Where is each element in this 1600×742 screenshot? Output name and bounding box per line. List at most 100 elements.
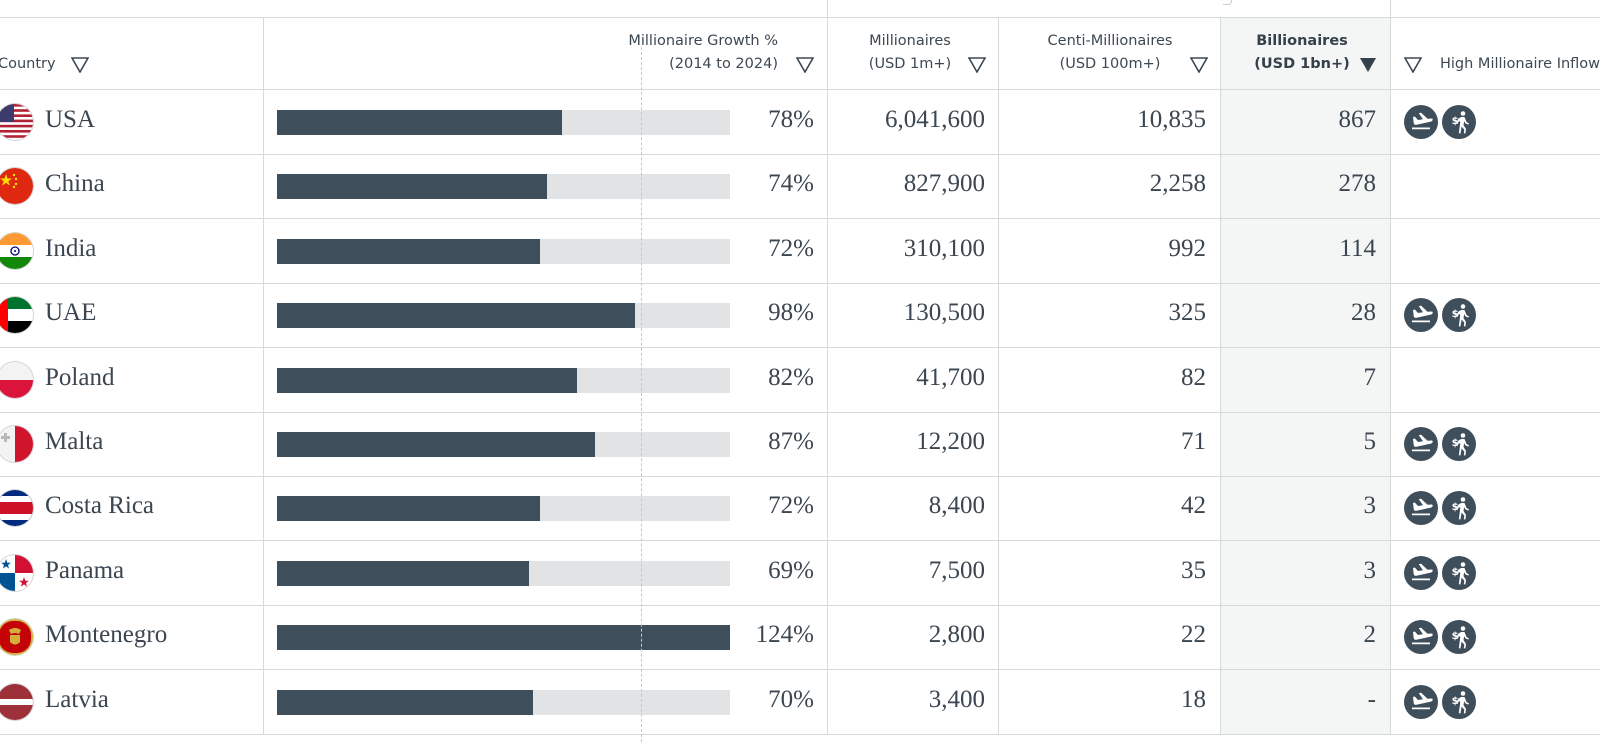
row-divider xyxy=(0,476,1600,477)
country-name: USA xyxy=(45,106,96,133)
svg-text:$: $ xyxy=(1452,438,1459,449)
growth-bar xyxy=(277,368,577,393)
table-row[interactable]: India 72% 310,100 992 114 xyxy=(0,219,1600,284)
svg-text:$: $ xyxy=(1452,567,1459,578)
growth-bar xyxy=(277,110,562,135)
millionaires-value: 8,400 xyxy=(928,492,985,519)
growth-bar xyxy=(277,625,730,650)
usa-flag-icon xyxy=(0,104,33,140)
svg-text:$: $ xyxy=(1452,631,1459,642)
table-row[interactable]: Latvia 70% 3,400 18 - $ xyxy=(0,670,1600,735)
inflows-icons: $ xyxy=(1404,556,1480,590)
table-row[interactable]: Poland 82% 41,700 82 7 xyxy=(0,348,1600,413)
header-millionaires-line1[interactable]: Millionaires xyxy=(869,33,951,49)
header-growth-line1[interactable]: Millionaire Growth % xyxy=(628,33,778,49)
table-row[interactable]: USA 78% 6,041,600 10,835 867 $ xyxy=(0,90,1600,155)
row-divider xyxy=(0,283,1600,284)
billionaires-value: 867 xyxy=(1338,106,1377,133)
growth-value: 124% xyxy=(755,621,814,648)
billionaires-value: 28 xyxy=(1351,299,1376,326)
growth-bar xyxy=(277,432,595,457)
row-divider xyxy=(0,218,1600,219)
growth-value: 82% xyxy=(768,364,814,391)
plane-landing-icon xyxy=(1404,105,1438,139)
growth-bar xyxy=(277,561,529,586)
header-billionaires-line1[interactable]: Billionaires xyxy=(1256,33,1348,49)
group-header-bracket xyxy=(1223,0,1232,5)
inflows-icons: $ xyxy=(1404,105,1480,139)
table-row[interactable]: China 74% 827,900 2,258 278 xyxy=(0,154,1600,219)
uae-flag-icon xyxy=(0,297,33,333)
header-billionaires-line2[interactable]: (USD 1bn+) xyxy=(1254,56,1350,72)
inflows-icons: $ xyxy=(1404,427,1480,461)
grid-line xyxy=(263,17,264,735)
wealth-traveler-icon: $ xyxy=(1442,105,1476,139)
growth-bar-track xyxy=(277,174,730,199)
growth-value: 74% xyxy=(768,170,814,197)
growth-value: 70% xyxy=(768,686,814,713)
svg-text:$: $ xyxy=(1452,696,1459,707)
billionaires-value: 5 xyxy=(1363,428,1377,455)
centi-millionaires-value: 35 xyxy=(1181,557,1206,584)
inflows-icons: $ xyxy=(1404,298,1480,332)
china-flag-icon xyxy=(0,168,33,204)
centi-millionaires-value: 10,835 xyxy=(1137,106,1206,133)
header-millionaires-line2[interactable]: (USD 1m+) xyxy=(868,56,952,72)
growth-bar xyxy=(277,303,635,328)
table-row[interactable]: Malta 87% 12,200 71 5 $ xyxy=(0,412,1600,477)
plane-landing-icon xyxy=(1404,491,1438,525)
svg-text:$: $ xyxy=(1452,502,1459,513)
table-row[interactable]: Montenegro 124% 2,800 22 2 $ xyxy=(0,605,1600,670)
growth-bar xyxy=(277,690,533,715)
billionaires-value: 3 xyxy=(1363,492,1377,519)
table-row[interactable]: Costa Rica 72% 8,400 42 3 $ xyxy=(0,476,1600,541)
millionaires-value: 7,500 xyxy=(928,557,985,584)
centi-millionaires-value: 22 xyxy=(1181,621,1206,648)
header-centi-line2[interactable]: (USD 100m+) xyxy=(1059,56,1161,72)
row-divider xyxy=(0,540,1600,541)
billionaires-value: 278 xyxy=(1338,170,1377,197)
header-growth-line2[interactable]: (2014 to 2024) xyxy=(669,56,778,72)
growth-bar xyxy=(277,239,540,264)
growth-value: 98% xyxy=(768,299,814,326)
row-divider xyxy=(0,669,1600,670)
costa-rica-flag-icon xyxy=(0,490,33,526)
billionaires-value: - xyxy=(1367,686,1376,713)
growth-bar-track xyxy=(277,625,730,650)
centi-millionaires-value: 325 xyxy=(1168,299,1207,326)
plane-landing-icon xyxy=(1404,298,1438,332)
grid-line xyxy=(1390,0,1391,735)
centi-millionaires-value: 82 xyxy=(1181,364,1206,391)
growth-value: 72% xyxy=(768,235,814,262)
growth-value: 78% xyxy=(768,106,814,133)
reference-line-100pct xyxy=(641,47,642,742)
billionaires-value: 2 xyxy=(1363,621,1377,648)
header-country[interactable]: Country xyxy=(0,56,56,72)
malta-flag-icon xyxy=(0,426,33,462)
grid-line xyxy=(998,17,999,735)
wealth-traveler-icon: $ xyxy=(1442,556,1476,590)
billionaires-value: 114 xyxy=(1339,235,1376,262)
header-bottom-line xyxy=(0,89,1600,90)
growth-bar-track xyxy=(277,110,730,135)
header-centi-line1[interactable]: Centi-Millionaires xyxy=(1047,33,1173,49)
growth-bar-track xyxy=(277,561,730,586)
millionaires-value: 12,200 xyxy=(916,428,985,455)
growth-bar-track xyxy=(277,496,730,521)
growth-bar-track xyxy=(277,303,730,328)
india-flag-icon xyxy=(0,233,33,269)
wealth-traveler-icon: $ xyxy=(1442,427,1476,461)
growth-bar xyxy=(277,496,540,521)
plane-landing-icon xyxy=(1404,427,1438,461)
billionaires-value: 3 xyxy=(1363,557,1377,584)
centi-millionaires-value: 42 xyxy=(1181,492,1206,519)
growth-bar xyxy=(277,174,547,199)
inflows-icons: $ xyxy=(1404,685,1480,719)
table-row[interactable]: UAE 98% 130,500 325 28 $ xyxy=(0,283,1600,348)
header-inflows[interactable]: High Millionaire Inflows xyxy=(1440,56,1600,72)
country-name: Latvia xyxy=(45,686,109,713)
growth-bar-track xyxy=(277,432,730,457)
table-row[interactable]: Panama 69% 7,500 35 3 $ xyxy=(0,541,1600,606)
millionaires-value: 3,400 xyxy=(928,686,985,713)
plane-landing-icon xyxy=(1404,685,1438,719)
